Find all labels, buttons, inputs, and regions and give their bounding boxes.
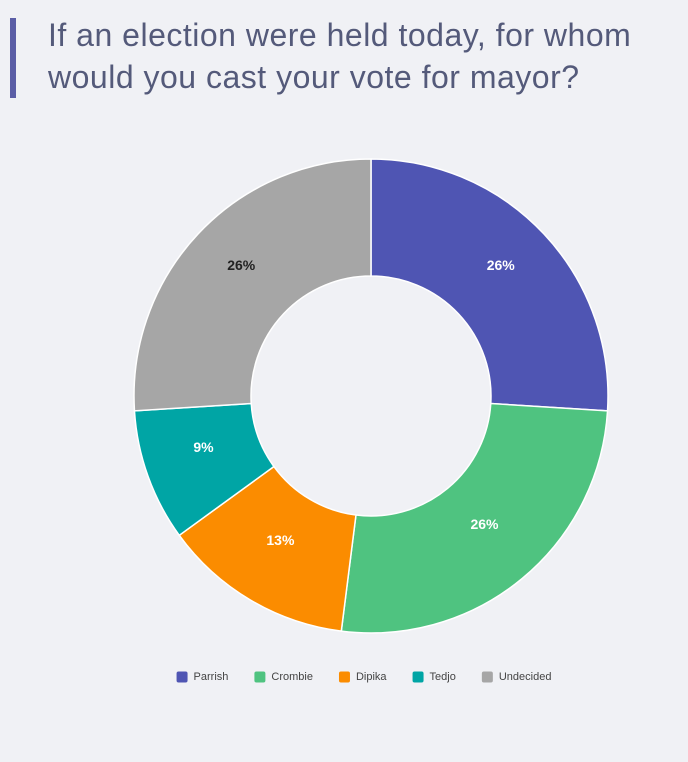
legend-swatch bbox=[338, 671, 350, 683]
slice bbox=[178, 465, 357, 632]
slice bbox=[370, 158, 609, 412]
legend-label: Parrish bbox=[194, 671, 229, 683]
data-label: 26% bbox=[227, 257, 256, 273]
chart-title: If an election were held today, for whom… bbox=[48, 17, 632, 95]
data-label: 26% bbox=[470, 516, 499, 532]
data-label: 9% bbox=[193, 439, 214, 455]
title-accent bbox=[10, 18, 16, 98]
legend-swatch bbox=[254, 671, 266, 683]
data-label: 26% bbox=[487, 257, 516, 273]
legend-swatch bbox=[176, 671, 188, 683]
legend-label: Undecided bbox=[499, 671, 552, 683]
legend-label: Crombie bbox=[271, 671, 313, 683]
legend-swatch bbox=[481, 671, 493, 683]
legend-label: Dipika bbox=[356, 671, 387, 683]
slice bbox=[133, 158, 372, 412]
data-label: 13% bbox=[266, 532, 295, 548]
slice bbox=[340, 402, 609, 634]
legend-swatch bbox=[412, 671, 424, 683]
legend-label: Tedjo bbox=[430, 671, 456, 683]
